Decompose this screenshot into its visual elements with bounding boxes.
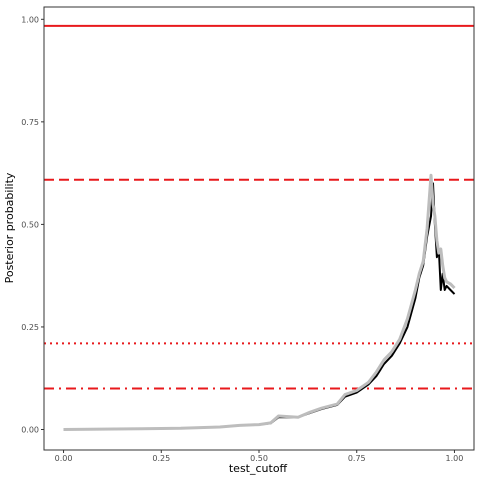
x-axis-title: test_cutoff [229, 462, 288, 475]
y-tick-label: 0.75 [21, 118, 39, 127]
x-tick-label: 0.75 [348, 454, 366, 463]
y-tick-label: 0.25 [21, 323, 39, 332]
y-tick-label: 0.50 [21, 220, 39, 229]
x-tick-label: 1.00 [446, 454, 464, 463]
y-tick-label: 1.00 [21, 15, 39, 24]
y-axis-title: Posterior probability [3, 172, 16, 283]
y-tick-label: 0.00 [21, 425, 39, 434]
x-tick-label: 0.00 [55, 454, 73, 463]
x-tick-label: 0.25 [152, 454, 170, 463]
